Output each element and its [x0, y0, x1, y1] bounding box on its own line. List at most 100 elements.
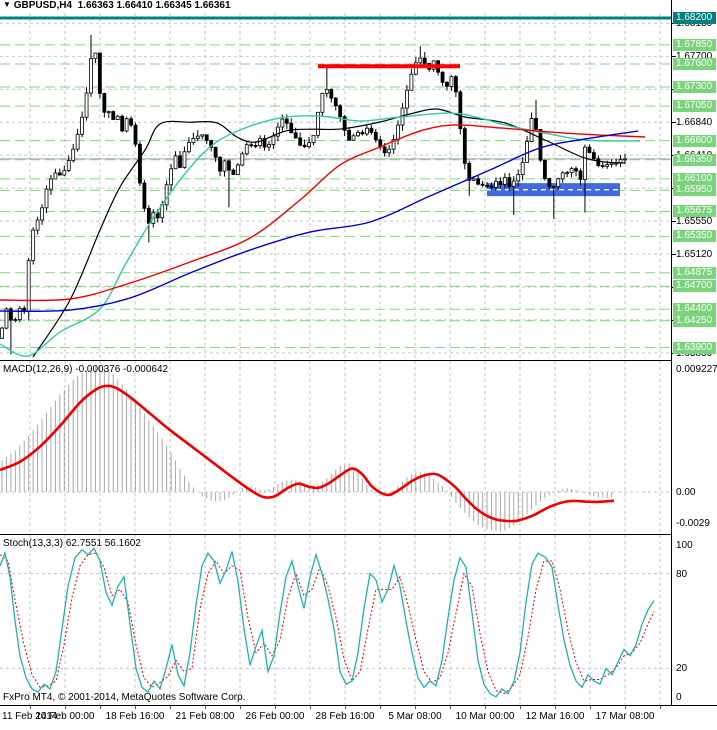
candle-body: [53, 172, 58, 180]
candle-body: [222, 160, 227, 172]
panel-separator-1[interactable]: [0, 360, 717, 361]
candle-body: [329, 89, 334, 99]
time-axis-tick: [415, 706, 416, 709]
axis-tick: [672, 254, 676, 256]
candle-body: [57, 172, 62, 176]
time-axis-tick: [660, 706, 661, 709]
candle-body: [249, 144, 254, 147]
candle-body: [0, 327, 4, 339]
candle-body: [347, 129, 352, 141]
candle-body: [462, 128, 467, 164]
time-axis-label: 21 Feb 08:00: [175, 711, 235, 722]
price-grid-label: 1.65120: [676, 249, 713, 261]
candle-body: [534, 118, 538, 130]
candle-body: [476, 178, 481, 185]
candle-body: [511, 180, 516, 188]
candle-body: [583, 146, 587, 180]
macd-panel-chart[interactable]: [0, 361, 672, 533]
candle-body: [115, 115, 120, 120]
candle-body: [520, 161, 525, 175]
candle-body: [84, 92, 89, 118]
panel-separator-3: [0, 705, 717, 706]
candle-body: [93, 52, 98, 60]
ma-fast-black: [32, 108, 626, 358]
time-axis-label: 14 Feb 00:00: [35, 711, 95, 722]
candle-body: [551, 186, 556, 188]
time-axis-tick: [275, 706, 276, 709]
candle-body: [569, 168, 574, 174]
level-price-badge: 1.67850: [673, 38, 716, 51]
candle-body: [498, 180, 503, 185]
candle-body: [4, 308, 9, 329]
price-axis-border: [671, 0, 672, 705]
candle-body: [138, 143, 142, 184]
candle-body: [186, 142, 191, 153]
candle-body: [49, 178, 53, 190]
level-price-badge: 1.63900: [673, 341, 716, 354]
candle-body: [89, 58, 93, 94]
candle-body: [275, 126, 280, 137]
candle-body: [600, 165, 605, 167]
candle-body: [262, 138, 267, 148]
price-chart[interactable]: [0, 13, 672, 360]
candle-body: [26, 260, 31, 312]
chart-title: ▼ GBPUSD,H4 1.66363 1.66410 1.66345 1.66…: [0, 0, 675, 13]
level-price-badge: 1.67050: [673, 100, 716, 113]
time-axis-tick: [310, 706, 311, 709]
candle-body: [71, 148, 76, 161]
stoch-d-line: [0, 552, 655, 695]
candle-body: [195, 135, 200, 139]
stochastic-panel-chart[interactable]: [0, 535, 672, 705]
candle-body: [182, 151, 187, 168]
candle-body: [316, 111, 320, 136]
candle-body: [373, 131, 378, 141]
candle-body: [302, 144, 307, 148]
ohlc-readout: 1.66363 1.66410 1.66345 1.66361: [77, 0, 231, 11]
time-axis-tick: [65, 706, 66, 709]
platform-copyright: FxPro MT4, © 2001-2014, MetaQuotes Softw…: [3, 692, 246, 703]
candle-body: [204, 134, 209, 141]
candle-body: [111, 111, 116, 120]
axis-tick: [672, 122, 676, 124]
macd-signal-line: [0, 384, 615, 523]
time-axis-tick: [590, 706, 591, 709]
candle-body: [458, 91, 463, 130]
candle-body: [574, 168, 578, 172]
candle-body: [605, 164, 610, 167]
candle-body: [169, 168, 174, 186]
candle-body: [418, 57, 423, 64]
candle-body: [253, 145, 258, 147]
axis-tick: [672, 56, 676, 58]
candle-body: [422, 57, 427, 64]
time-axis-tick: [135, 706, 136, 709]
level-price-badge: 1.65950: [673, 184, 716, 197]
time-axis-tick: [170, 706, 171, 709]
level-price-badge: 1.64875: [673, 266, 716, 279]
candle-body: [556, 178, 561, 187]
price-axis[interactable]: 1.681301.677001.672701.668401.664101.659…: [672, 0, 717, 705]
candle-body: [502, 177, 507, 185]
candle-body: [240, 153, 245, 166]
candle-body: [191, 138, 196, 144]
candle-body: [142, 182, 147, 209]
candle-body: [298, 137, 303, 146]
candle-body: [485, 184, 489, 187]
candle-body: [516, 174, 521, 182]
candle-body: [467, 162, 472, 181]
candle-body: [209, 140, 214, 148]
candle-body: [449, 76, 454, 87]
candle-body: [578, 170, 583, 180]
candle-body: [324, 89, 329, 94]
panel-separator-2[interactable]: [0, 534, 717, 535]
candle-body: [547, 178, 552, 188]
stoch-k-line: [0, 547, 655, 698]
time-axis-tick: [100, 706, 101, 709]
time-axis-tick: [205, 706, 206, 709]
time-axis[interactable]: 11 Feb 2014 14 Feb 00:00 18 Feb 16:00 21 Fe…: [0, 706, 717, 730]
macd-label: MACD(12,26,9) -0.000376 -0.000642: [3, 364, 169, 375]
candle-body: [289, 122, 294, 134]
candle-body: [387, 148, 392, 154]
time-axis-label: 5 Mar 08:00: [388, 711, 442, 722]
candle-body: [284, 118, 289, 124]
